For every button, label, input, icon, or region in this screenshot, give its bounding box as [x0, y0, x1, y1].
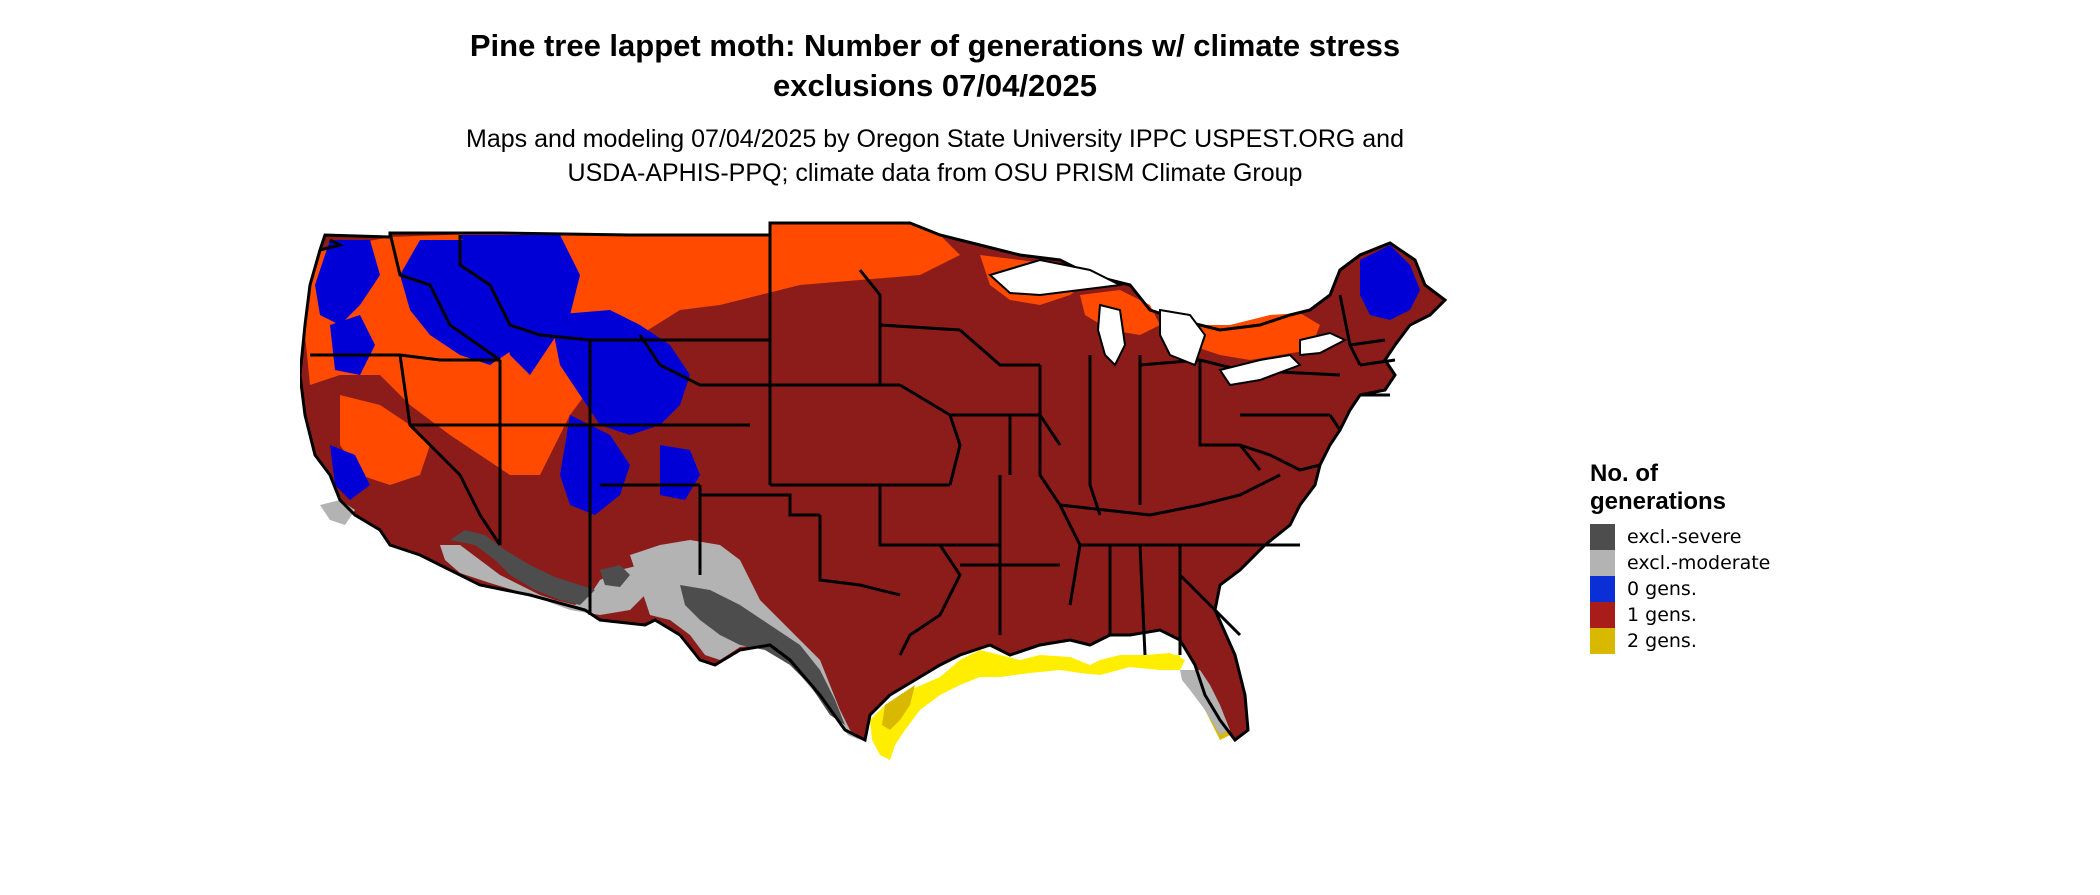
legend-item-2-gens: 2 gens. [1590, 628, 1770, 654]
legend-swatch [1590, 628, 1615, 654]
legend-label: excl.-moderate [1627, 552, 1771, 574]
state-borders [300, 221, 1448, 743]
legend-swatch [1590, 550, 1615, 576]
legend-item-1-gens: 1 gens. [1590, 602, 1770, 628]
legend-item-0-gens: 0 gens. [1590, 576, 1770, 602]
map-legend: No. of generations excl.-severe excl.-mo… [1590, 460, 1770, 654]
legend-item-excl-severe: excl.-severe [1590, 524, 1770, 550]
legend-swatch [1590, 576, 1615, 602]
legend-label: 1 gens. [1627, 604, 1697, 626]
map-subtitle-line2: USDA-APHIS-PPQ; climate data from OSU PR… [567, 159, 1303, 187]
map-subtitle: Maps and modeling 07/04/2025 by Oregon S… [0, 122, 1870, 190]
map-title: Pine tree lappet moth: Number of generat… [0, 26, 1870, 106]
map-subtitle-line1: Maps and modeling 07/04/2025 by Oregon S… [466, 125, 1404, 153]
legend-swatch [1590, 524, 1615, 550]
us-generations-map [300, 221, 1448, 760]
legend-label: excl.-severe [1627, 526, 1742, 548]
legend-title-line1: No. of [1590, 460, 1658, 487]
legend-label: 0 gens. [1627, 578, 1697, 600]
legend-swatch [1590, 602, 1615, 628]
legend-title: No. of generations [1590, 460, 1770, 516]
legend-title-line2: generations [1590, 488, 1727, 515]
map-title-line1: Pine tree lappet moth: Number of generat… [469, 28, 1401, 63]
excl-severe-region [450, 530, 845, 725]
map-title-line2: exclusions 07/04/2025 [772, 68, 1097, 103]
great-lakes [988, 258, 1348, 387]
legend-label: 2 gens. [1627, 630, 1697, 652]
legend-item-excl-moderate: excl.-moderate [1590, 550, 1770, 576]
